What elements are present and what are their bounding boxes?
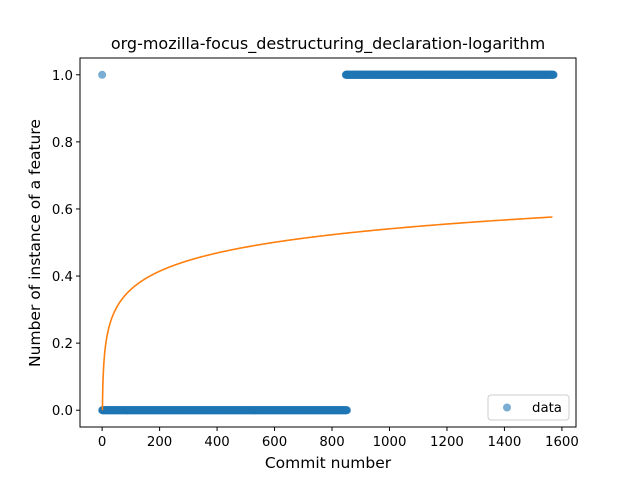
data-point	[98, 70, 107, 79]
x-tick-label: 400	[204, 435, 229, 450]
x-axis: 0 200 400 600 800 1000 1200 1400 1600	[98, 427, 579, 450]
plot-frame	[79, 57, 577, 428]
legend-marker	[503, 403, 511, 412]
plot-background	[80, 58, 576, 427]
y-tick-label: 1.0	[52, 69, 73, 84]
data-point	[342, 406, 351, 415]
fit-line	[101, 216, 553, 411]
x-tick-label: 0	[98, 435, 106, 450]
data-series	[98, 70, 558, 415]
plot-content	[98, 70, 558, 415]
plot-area	[79, 57, 577, 428]
y-tick-label: 0.8	[52, 136, 73, 151]
legend: data	[487, 394, 570, 421]
x-tick-label: 600	[262, 435, 287, 450]
x-tick-label: 1200	[430, 435, 464, 450]
x-axis-label: Commit number	[265, 454, 392, 472]
y-tick-label: 0.2	[52, 337, 73, 352]
x-tick-label: 1600	[545, 435, 579, 450]
y-axis: 0.0 0.2 0.4 0.6 0.8 1.0	[52, 69, 80, 419]
y-tick-label: 0.4	[52, 270, 73, 285]
legend-label: data	[532, 401, 562, 416]
data-point	[549, 70, 558, 79]
y-axis-label: Number of instance of a feature	[26, 119, 44, 367]
x-tick-label: 200	[147, 435, 172, 450]
x-tick-label: 800	[319, 435, 344, 450]
x-tick-label: 1000	[373, 435, 407, 450]
y-tick-label: 0.0	[52, 404, 73, 419]
y-tick-label: 0.6	[52, 203, 73, 218]
x-tick-label: 1400	[488, 435, 522, 450]
legend-box	[487, 394, 570, 421]
chart-title: org-mozilla-focus_destructuring_declarat…	[111, 34, 545, 54]
